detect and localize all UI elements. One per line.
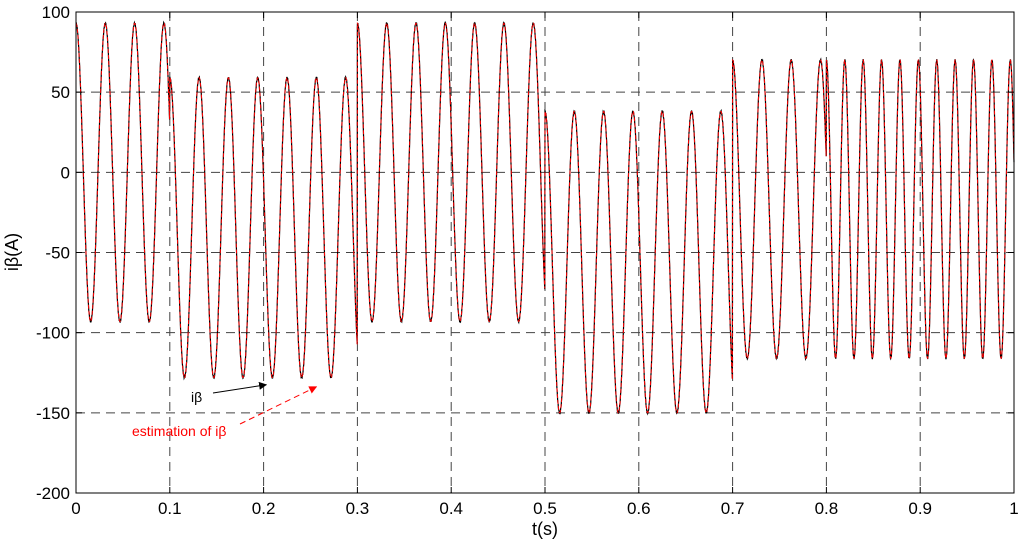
y-tick-label: -150 xyxy=(36,404,70,423)
y-tick-label: 100 xyxy=(42,3,70,22)
annotation-label-ibeta: iβ xyxy=(191,389,202,405)
x-tick-label: 0.6 xyxy=(627,499,651,518)
x-tick-label: 0.8 xyxy=(815,499,839,518)
x-tick-label: 0.7 xyxy=(721,499,745,518)
y-tick-label: -200 xyxy=(36,484,70,503)
x-axis-label: t(s) xyxy=(532,519,558,539)
y-axis-label: iβ(A) xyxy=(2,233,22,271)
y-tick-label: -50 xyxy=(45,244,70,263)
axis-ticks: 0 0.1 0.2 0.3 0.4 0.5 0.6 0.7 0.8 0.9 1 -200 -150 -10… xyxy=(36,3,1019,518)
x-tick-label: 0.2 xyxy=(252,499,276,518)
x-tick-label: 0.9 xyxy=(908,499,932,518)
x-tick-label: 1 xyxy=(1009,499,1018,518)
x-tick-label: 0.3 xyxy=(346,499,370,518)
series-lines xyxy=(75,20,1015,416)
y-tick-label: -100 xyxy=(36,324,70,343)
annotations: iβ estimation of iβ xyxy=(132,381,318,439)
annotation-arrow-ibeta xyxy=(212,381,268,394)
x-tick-label: 0.1 xyxy=(158,499,182,518)
annotation-arrow-estimation xyxy=(239,386,318,425)
annotation-label-estimation: estimation of iβ xyxy=(132,423,226,439)
y-tick-label: 50 xyxy=(51,83,70,102)
x-tick-label: 0 xyxy=(71,499,80,518)
x-tick-label: 0.5 xyxy=(533,499,557,518)
x-tick-label: 0.4 xyxy=(439,499,463,518)
series-line-estimation xyxy=(75,22,1015,414)
y-tick-label: 0 xyxy=(61,163,70,182)
